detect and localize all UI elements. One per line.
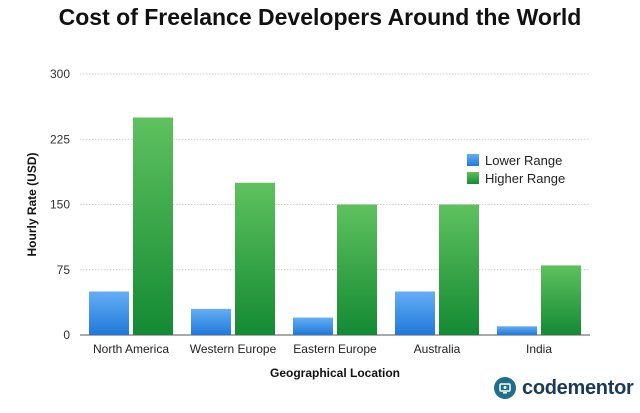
bar-lower bbox=[89, 291, 129, 335]
y-tick-label: 225 bbox=[50, 132, 70, 146]
bar-higher bbox=[337, 204, 377, 335]
codementor-logo-icon bbox=[494, 377, 516, 399]
bar-higher bbox=[541, 265, 581, 335]
x-tick-label: North America bbox=[93, 342, 169, 356]
bar-higher bbox=[235, 182, 275, 335]
bar-lower bbox=[293, 317, 333, 335]
bar-lower bbox=[497, 326, 537, 335]
x-tick-label: India bbox=[526, 342, 552, 356]
codementor-brand: codementor bbox=[494, 375, 634, 401]
y-tick-label: 75 bbox=[57, 263, 71, 277]
bar-lower bbox=[395, 291, 435, 335]
y-axis-label: Hourly Rate (USD) bbox=[25, 152, 39, 256]
y-tick-label: 0 bbox=[63, 328, 70, 342]
brand-name: codementor bbox=[522, 376, 634, 399]
bar-higher bbox=[133, 117, 173, 335]
legend-label: Higher Range bbox=[485, 171, 565, 186]
legend-swatch bbox=[467, 154, 479, 166]
bar-higher bbox=[439, 204, 479, 335]
x-axis-label: Geographical Location bbox=[270, 366, 400, 380]
bar-lower bbox=[191, 308, 231, 335]
x-tick-label: Western Europe bbox=[190, 342, 277, 356]
legend-swatch bbox=[467, 172, 479, 184]
x-tick-label: Australia bbox=[414, 342, 461, 356]
y-tick-label: 300 bbox=[50, 67, 70, 81]
y-tick-label: 150 bbox=[50, 198, 70, 212]
legend-label: Lower Range bbox=[485, 153, 562, 168]
chart-title: Cost of Freelance Developers Around the … bbox=[58, 4, 582, 30]
x-tick-label: Eastern Europe bbox=[293, 342, 377, 356]
